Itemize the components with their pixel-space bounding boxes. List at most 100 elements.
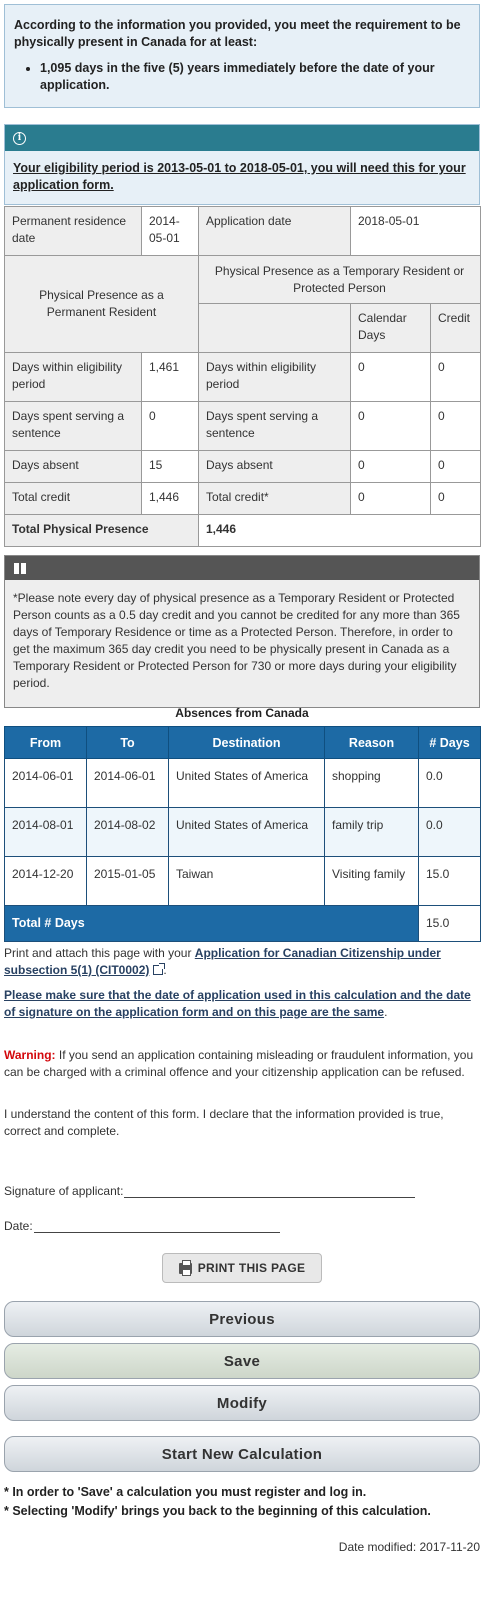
application-form-link[interactable]: Application for Canadian Citizenship und…: [4, 946, 441, 977]
date-row: Date:: [4, 1219, 280, 1233]
absence-reason: shopping: [324, 758, 419, 808]
pr-row-value: 15: [141, 450, 199, 483]
book-icon: [14, 562, 26, 574]
pr-row-label: Days within eligibility period: [4, 352, 142, 402]
table-header-row: From To Destination Reason # Days: [4, 726, 481, 759]
tr-row-credit: 0: [429, 482, 482, 515]
save-button[interactable]: Save: [4, 1343, 480, 1379]
date-modified-value: 2017-11-20: [419, 1540, 481, 1554]
same-date-notice: Please make sure that the date of applic…: [4, 987, 482, 1021]
tr-subheader-blank: [198, 303, 351, 353]
note-panel-header: [5, 556, 479, 580]
absence-destination: United States of America: [168, 758, 325, 808]
total-presence-label: Total Physical Presence: [4, 514, 199, 547]
print-page-label: PRINT THIS PAGE: [197, 1261, 306, 1275]
pr-presence-header: Physical Presence as a Permanent Residen…: [4, 255, 199, 353]
tr-row-days: 0: [350, 352, 431, 402]
declaration-text: I understand the content of this form. I…: [4, 1107, 444, 1138]
absence-from: 2014-06-01: [4, 758, 87, 808]
app-date-value: 2018-05-01: [349, 206, 482, 256]
table-row: Days spent serving a sentence 0 Days spe…: [4, 401, 482, 451]
print-instruction-prefix: Print and attach this page with your: [4, 946, 195, 960]
table-row: Permanent residence date 2014-05-01 Appl…: [4, 206, 482, 256]
print-instruction: Print and attach this page with your App…: [4, 945, 482, 979]
requirement-list: 1,095 days in the five (5) years immedia…: [40, 60, 470, 94]
total-days-label: Total # Days: [4, 905, 419, 942]
pr-row-label: Total credit: [4, 482, 142, 515]
tr-row-label: Total credit*: [198, 482, 351, 515]
same-date-suffix: .: [384, 1005, 388, 1019]
absence-to: 2014-08-02: [86, 807, 169, 857]
signature-label: Signature of applicant:: [4, 1184, 124, 1198]
column-header-to: To: [86, 726, 169, 759]
print-instruction-suffix: .: [163, 963, 167, 977]
table-row: 2014-08-01 2014-08-02 United States of A…: [4, 807, 481, 857]
warning-label: Warning:: [4, 1048, 56, 1062]
warning-text: If you send an application containing mi…: [4, 1048, 474, 1079]
note-text: *Please note every day of physical prese…: [5, 580, 479, 707]
same-date-link[interactable]: Please make sure that the date of applic…: [4, 988, 471, 1019]
requirement-bullet: 1,095 days in the five (5) years immedia…: [40, 60, 470, 94]
save-footnote: * In order to 'Save' a calculation you m…: [4, 1485, 367, 1499]
absence-from: 2014-12-20: [4, 856, 87, 906]
pr-row-label: Days spent serving a sentence: [4, 401, 142, 451]
date-line: [33, 1219, 280, 1233]
previous-button[interactable]: Previous: [4, 1301, 480, 1337]
physical-presence-table: Permanent residence date 2014-05-01 Appl…: [4, 206, 482, 547]
pr-date-value: 2014-05-01: [141, 206, 199, 256]
absences-table: From To Destination Reason # Days 2014-0…: [4, 726, 481, 942]
requirement-lead: According to the information you provide…: [14, 18, 461, 49]
tr-row-days: 0: [350, 482, 431, 515]
tr-row-credit: 0: [429, 352, 482, 402]
absence-to: 2014-06-01: [86, 758, 169, 808]
start-new-calculation-button[interactable]: Start New Calculation: [4, 1436, 480, 1472]
requirement-summary: According to the information you provide…: [4, 4, 480, 108]
pr-row-value: 1,461: [141, 352, 199, 402]
signature-row: Signature of applicant:: [4, 1184, 416, 1198]
tr-row-label: Days spent serving a sentence: [198, 401, 351, 451]
table-row: Days within eligibility period 1,461 Day…: [4, 352, 482, 402]
eligibility-panel-body: Your eligibility period is 2013-05-01 to…: [5, 151, 479, 204]
table-row: Total credit 1,446 Total credit* 0 0: [4, 482, 482, 515]
absence-from: 2014-08-01: [4, 807, 87, 857]
column-header-from: From: [4, 726, 87, 759]
table-row: 2014-06-01 2014-06-01 United States of A…: [4, 758, 481, 808]
calendar-days-header: Calendar Days: [350, 303, 431, 353]
table-total-row: Total # Days 15.0: [4, 905, 481, 942]
pr-date-label: Permanent residence date: [4, 206, 142, 256]
tr-row-label: Days within eligibility period: [198, 352, 351, 402]
absence-reason: family trip: [324, 807, 419, 857]
info-icon: i: [13, 131, 26, 145]
warning-notice: Warning: If you send an application cont…: [4, 1047, 482, 1081]
tr-row-days: 0: [350, 450, 431, 483]
external-link-icon: [153, 963, 166, 975]
absence-days: 0.0: [418, 807, 481, 857]
absence-days: 0.0: [418, 758, 481, 808]
absence-destination: Taiwan: [168, 856, 325, 906]
eligibility-period-text: Your eligibility period is 2013-05-01 to…: [13, 161, 466, 192]
absence-reason: Visiting family: [324, 856, 419, 906]
modify-button[interactable]: Modify: [4, 1385, 480, 1421]
table-row: Days absent 15 Days absent 0 0: [4, 450, 482, 483]
printer-icon: [178, 1259, 192, 1276]
pr-row-value: 0: [141, 401, 199, 451]
print-page-button[interactable]: PRINT THIS PAGE: [162, 1253, 322, 1283]
eligibility-panel: i Your eligibility period is 2013-05-01 …: [4, 124, 480, 205]
absence-to: 2015-01-05: [86, 856, 169, 906]
eligibility-panel-header: i: [5, 125, 479, 151]
table-row: Calendar Days Credit: [5, 303, 482, 353]
absence-destination: United States of America: [168, 807, 325, 857]
column-header-reason: Reason: [324, 726, 419, 759]
total-days-value: 15.0: [418, 905, 481, 942]
credit-header: Credit: [429, 303, 482, 353]
tr-row-label: Days absent: [198, 450, 351, 483]
table-row: 2014-12-20 2015-01-05 Taiwan Visiting fa…: [4, 856, 481, 906]
footnotes: * In order to 'Save' a calculation you m…: [4, 1483, 484, 1521]
tr-presence-header: Physical Presence as a Temporary Residen…: [197, 255, 482, 304]
table-row: Physical Presence as a Permanent Residen…: [4, 255, 482, 353]
note-panel: *Please note every day of physical prese…: [4, 555, 480, 708]
pr-row-value: 1,446: [141, 482, 199, 515]
tr-row-credit: 0: [429, 450, 482, 483]
column-header-destination: Destination: [168, 726, 325, 759]
date-modified-label: Date modified:: [338, 1540, 417, 1554]
